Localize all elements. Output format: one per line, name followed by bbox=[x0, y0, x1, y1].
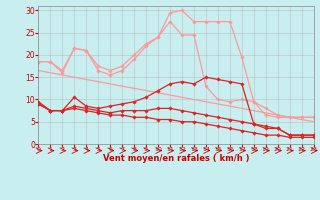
X-axis label: Vent moyen/en rafales ( km/h ): Vent moyen/en rafales ( km/h ) bbox=[103, 154, 249, 163]
